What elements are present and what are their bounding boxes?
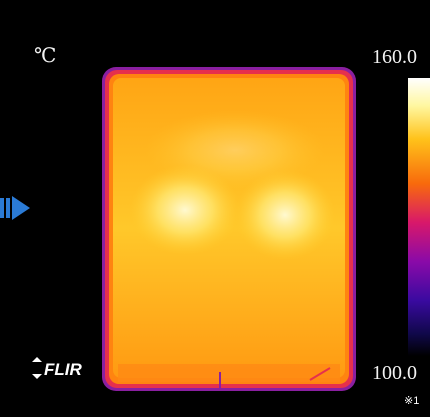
note: ※1 (404, 395, 419, 407)
scale-max: 160.0 (372, 46, 417, 68)
logo-text: FLIR (44, 360, 82, 379)
scale-min: 100.0 (372, 362, 417, 384)
color-scale (408, 78, 430, 356)
unit: ℃ (34, 45, 56, 67)
page: {"unit": "℃", "scale": {"max": "160.0", … (0, 0, 430, 417)
thermal-view: ℃ 160.0 100.0 ※1 FLIR (0, 0, 430, 417)
thermal-object (102, 67, 356, 391)
